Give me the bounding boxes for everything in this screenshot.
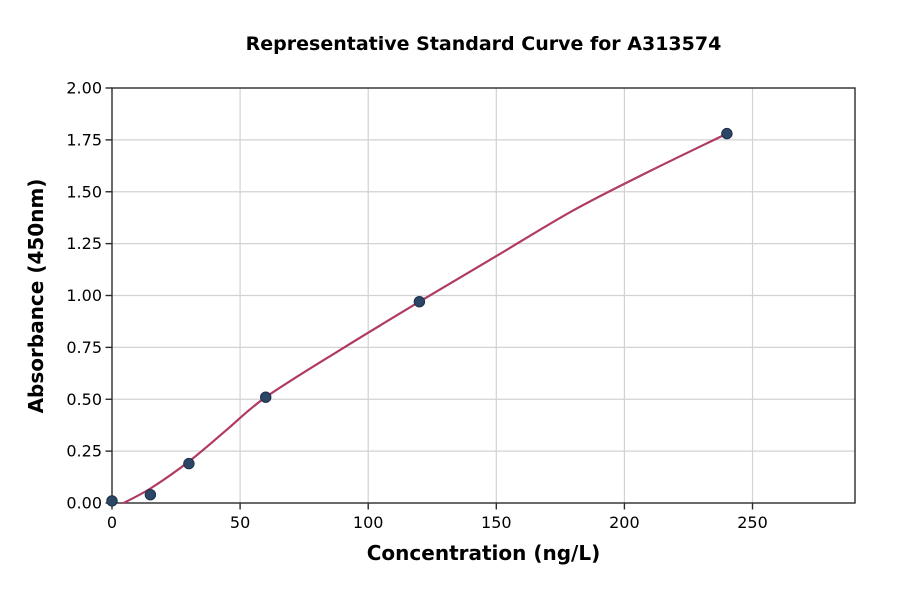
data-point-marker [260,391,272,403]
x-tick-label: 150 [481,513,512,532]
x-tick-label: 200 [609,513,640,532]
y-axis-label: Absorbance (450nm) [24,178,48,414]
chart-title: Representative Standard Curve for A31357… [245,33,722,55]
x-tick-label: 0 [107,513,117,532]
y-tick-label: 1.75 [66,130,102,149]
data-point-marker [721,127,733,140]
y-tick-label: 2.00 [66,79,102,98]
x-tick-label: 250 [737,513,768,532]
data-point-marker [413,296,426,308]
fit-curve-line [122,132,728,505]
x-axis-label: Concentration (ng/L) [366,541,601,565]
y-tick-label: 0.25 [66,442,102,461]
y-tick-label: 1.25 [66,234,102,253]
y-tick-label: 0.50 [66,390,102,409]
plot-border [111,87,856,504]
data-point-marker [144,489,157,501]
y-tick-label: 1.00 [66,286,102,305]
y-tick-label: 1.50 [66,182,102,201]
x-tick-label: 100 [353,513,384,532]
y-tick-label: 0.75 [66,338,102,357]
x-tick-label: 50 [230,513,250,532]
data-point-marker [183,457,195,470]
data-point-marker [106,495,118,507]
y-tick-label: 0.00 [66,494,102,513]
